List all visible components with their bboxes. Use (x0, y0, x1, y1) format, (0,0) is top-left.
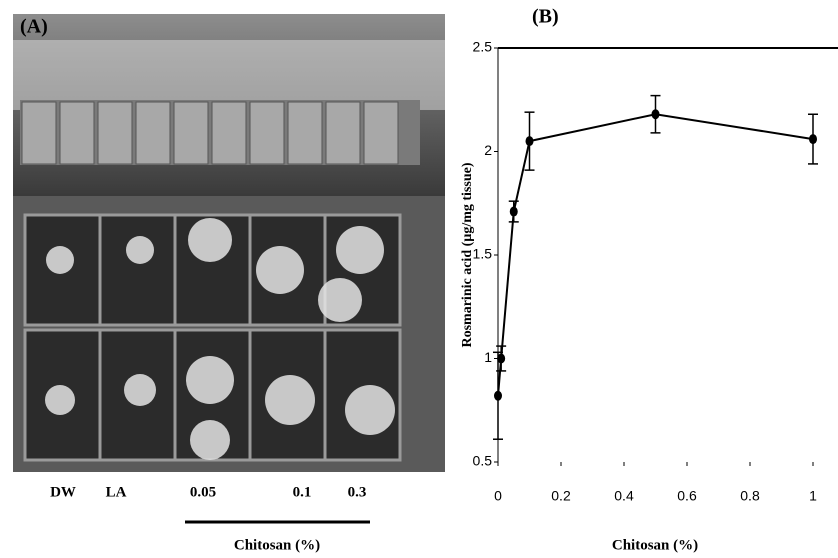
group-label: 0.05 (190, 484, 216, 500)
y-tick-label: 2.5 (473, 39, 493, 55)
y-axis-label: Rosmarinic acid (µg/mg tissue) (460, 162, 475, 347)
group-axis-label: Chitosan (%) (234, 537, 320, 553)
x-tick-label: 1 (809, 488, 817, 504)
data-point (509, 206, 518, 217)
data-point (497, 353, 506, 364)
panel-label: (B) (532, 6, 559, 28)
y-tick-label: 0.5 (473, 453, 493, 469)
x-tick-label: 0.8 (740, 488, 760, 504)
x-tick-label: 0.2 (551, 488, 571, 504)
group-label: LA (106, 484, 127, 500)
data-point (651, 109, 660, 120)
x-tick-label: 0.6 (677, 488, 697, 504)
group-label: DW (50, 484, 76, 500)
x-axis-label: Chitosan (%) (612, 537, 698, 553)
data-line (497, 113, 814, 396)
data-point (494, 390, 502, 401)
y-tick-label: 1.5 (473, 246, 493, 262)
group-label: 0.3 (348, 484, 367, 500)
y-tick-label: 1 (484, 349, 492, 365)
y-tick-label: 2 (484, 142, 492, 158)
data-point (809, 134, 817, 145)
x-tick-label: 0.4 (614, 488, 634, 504)
x-tick-label: 0 (494, 488, 502, 504)
group-label: 0.1 (293, 484, 312, 500)
photo (13, 14, 445, 472)
panel-label: (A) (20, 16, 48, 38)
data-point (525, 136, 534, 147)
